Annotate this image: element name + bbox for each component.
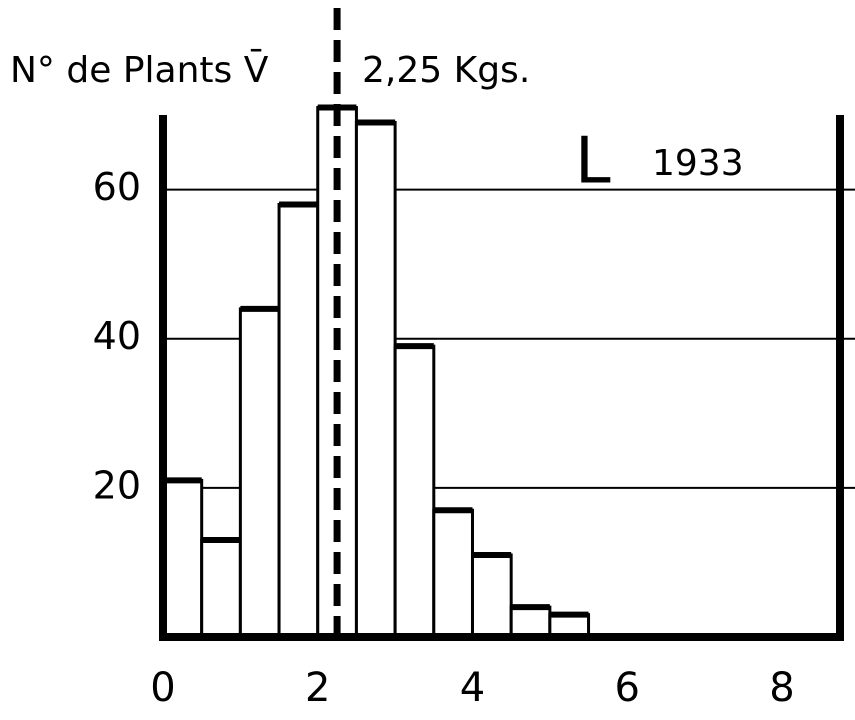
- y-axis-label: N° de Plants V̄: [10, 48, 269, 91]
- bar: [354, 120, 397, 639]
- x-tick-label: 4: [460, 665, 485, 711]
- bar: [200, 538, 242, 639]
- year-label: 1933: [652, 143, 744, 184]
- x-tick-label: 8: [769, 665, 794, 711]
- bar: [277, 202, 320, 639]
- x-tick-label: 6: [615, 665, 640, 711]
- bar: [509, 605, 552, 639]
- bar: [393, 344, 436, 639]
- bar: [470, 553, 513, 639]
- bar: [161, 478, 204, 639]
- bar: [238, 307, 281, 639]
- bar: [432, 508, 474, 639]
- y-tick-label: 60: [93, 165, 141, 209]
- y-tick-label: 20: [93, 463, 141, 507]
- annotation: L: [575, 125, 611, 199]
- mean-label: 2,25 Kgs.: [362, 50, 530, 91]
- y-tick-label: 40: [93, 314, 141, 358]
- x-tick-label: 0: [150, 665, 175, 711]
- x-tick-label: 2: [305, 665, 330, 711]
